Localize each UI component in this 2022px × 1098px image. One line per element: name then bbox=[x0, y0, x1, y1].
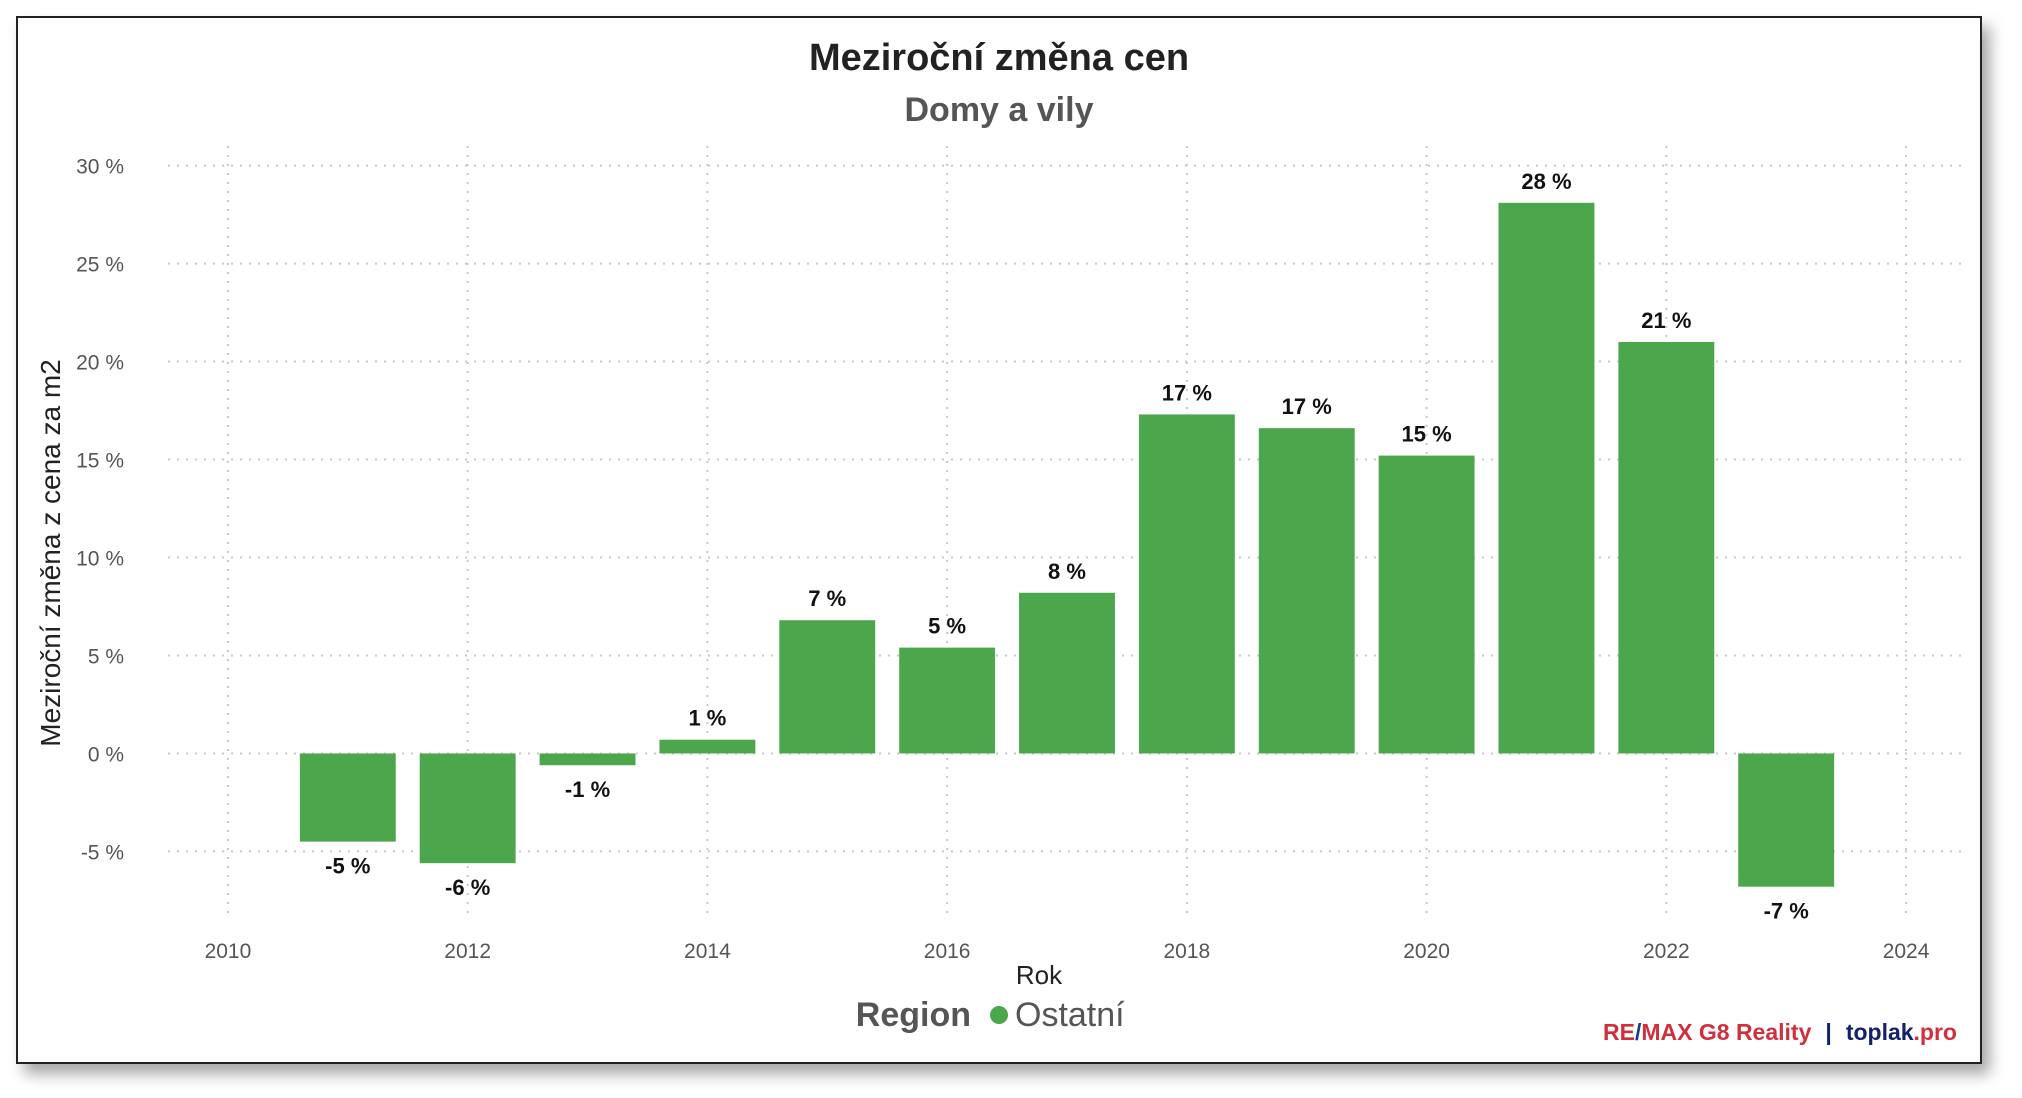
branding-remax-name: MAX G8 Reality bbox=[1641, 1019, 1811, 1045]
branding-slash: / bbox=[1635, 1019, 1642, 1045]
chart-title: Meziroční změna cen bbox=[809, 37, 1189, 79]
branding-divider: | bbox=[1825, 1019, 1831, 1045]
data-label-2012: -6 % bbox=[445, 875, 490, 900]
data-label-2020: 15 % bbox=[1402, 422, 1452, 447]
x-tick-label: 2012 bbox=[444, 940, 491, 963]
y-tick-label: 20 % bbox=[76, 352, 124, 375]
y-tick-label: -5 % bbox=[81, 841, 124, 864]
y-tick-label: 5 % bbox=[88, 645, 124, 668]
data-label-2016: 5 % bbox=[928, 614, 966, 639]
data-label-2023: -7 % bbox=[1764, 899, 1809, 924]
legend: Region Ostatní bbox=[856, 996, 1125, 1034]
bar-2011 bbox=[299, 753, 396, 842]
bar-2018 bbox=[1138, 414, 1235, 754]
chart-frame: Meziroční změna cen Domy a vily 30 % 25 %… bbox=[16, 16, 1982, 1064]
bar-2022 bbox=[1618, 341, 1715, 754]
x-tick-label: 2018 bbox=[1164, 940, 1211, 963]
legend-entry: Ostatní bbox=[1015, 996, 1125, 1034]
legend-marker bbox=[990, 1006, 1008, 1024]
x-tick-label: 2024 bbox=[1883, 940, 1930, 963]
data-label-2013: -1 % bbox=[565, 777, 610, 802]
bar-2017 bbox=[1019, 592, 1115, 754]
bar-2021 bbox=[1498, 202, 1595, 754]
y-tick-label: 10 % bbox=[76, 547, 124, 570]
data-label-2021: 28 % bbox=[1521, 169, 1571, 194]
y-tick-label: 0 % bbox=[88, 743, 124, 766]
y-tick-label: 30 % bbox=[76, 156, 124, 179]
x-tick-label: 2016 bbox=[924, 940, 971, 963]
y-tick-label: 15 % bbox=[76, 450, 124, 473]
x-tick-label: 2014 bbox=[684, 940, 731, 963]
data-label-2015: 7 % bbox=[808, 586, 846, 611]
x-axis-ticks: 2010 2012 2014 2016 2018 2020 2022 2024 bbox=[205, 940, 1930, 963]
bar-2019 bbox=[1258, 428, 1355, 754]
data-label-2019: 17 % bbox=[1282, 394, 1332, 419]
branding: RE/MAX G8 Reality | toplak.pro bbox=[1603, 1019, 1957, 1045]
bar-2016 bbox=[899, 647, 996, 754]
branding-toplak: toplak bbox=[1846, 1019, 1914, 1045]
y-tick-label: 25 % bbox=[76, 254, 124, 277]
bar-2020 bbox=[1378, 455, 1475, 754]
x-tick-label: 2020 bbox=[1403, 940, 1450, 963]
y-axis-ticks: 30 % 25 % 20 % 15 % 10 % 5 % 0 % -5 % bbox=[76, 156, 124, 865]
bar-chart: Meziroční změna cen Domy a vily 30 % 25 %… bbox=[35, 37, 1966, 1045]
x-axis-label: Rok bbox=[1016, 960, 1063, 990]
data-labels: -5 % -6 % -1 % 1 % 7 % 5 % 8 % 17 % 17 % 15 % 28 %… bbox=[325, 169, 1809, 924]
bars bbox=[299, 202, 1835, 887]
legend-title: Region bbox=[856, 996, 971, 1034]
bar-2023 bbox=[1738, 753, 1835, 887]
bar-2012 bbox=[419, 753, 516, 864]
bar-2013 bbox=[539, 753, 636, 766]
data-label-2022: 21 % bbox=[1641, 308, 1691, 333]
branding-remax-re: RE bbox=[1603, 1019, 1635, 1045]
y-axis-label: Meziroční změna z cena za m2 bbox=[35, 359, 66, 747]
data-label-2014: 1 % bbox=[688, 706, 726, 731]
branding-pro: .pro bbox=[1914, 1019, 1957, 1045]
bar-2014 bbox=[659, 739, 756, 754]
bar-2015 bbox=[779, 620, 876, 754]
x-tick-label: 2010 bbox=[205, 940, 252, 963]
data-label-2018: 17 % bbox=[1162, 380, 1212, 405]
data-label-2011: -5 % bbox=[325, 854, 370, 879]
data-label-2017: 8 % bbox=[1048, 559, 1086, 584]
x-tick-label: 2022 bbox=[1643, 940, 1690, 963]
chart-subtitle: Domy a vily bbox=[905, 91, 1094, 129]
